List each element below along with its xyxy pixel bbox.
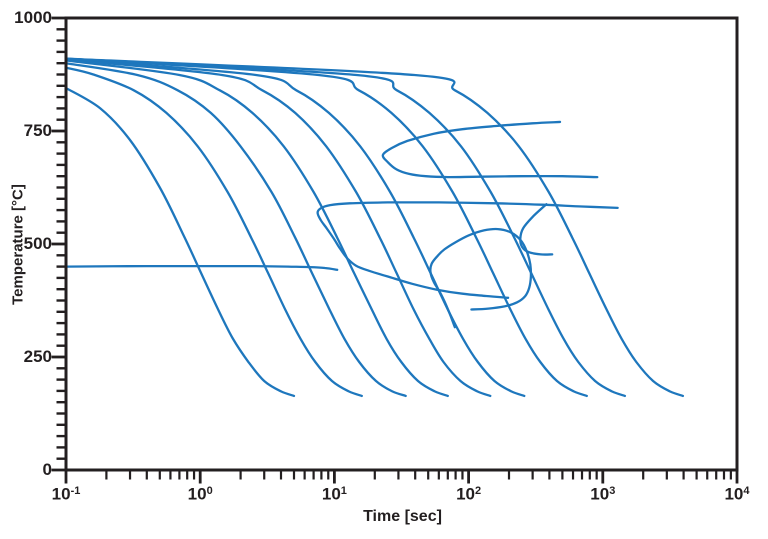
y-tick-label: 500: [23, 234, 52, 253]
cooling-curve-1: [66, 86, 296, 398]
cooling-curve-5: [66, 58, 492, 398]
y-tick-label: 250: [23, 347, 52, 366]
y-tick-label: 0: [42, 460, 52, 479]
cooling-curve-9: [66, 57, 685, 398]
x-tick-label: 104: [724, 484, 750, 504]
pearlite-start-curve: [316, 201, 619, 299]
x-tick-label: 101: [321, 484, 347, 504]
cooling-curve-3: [66, 62, 407, 398]
cooling-curve-4: [66, 59, 449, 398]
x-tick-label: 103: [590, 484, 616, 504]
pearlite-region-boundary: [519, 203, 554, 256]
ferrite-start-curve: [381, 120, 599, 179]
cooling-curve-6: [66, 57, 526, 398]
x-tick-label: 10-1: [51, 484, 81, 504]
cooling-curve-2: [66, 66, 363, 398]
bainite-start-line: [66, 264, 339, 271]
cooling-curve-7: [66, 57, 588, 398]
y-tick-label: 750: [23, 121, 52, 140]
plot-frame: [64, 16, 739, 472]
y-tick-label: 1000: [14, 8, 52, 27]
x-axis-title: Time [sec]: [363, 508, 442, 525]
x-tick-label: 102: [456, 484, 482, 504]
x-tick-label: 100: [187, 484, 213, 504]
cooling-curve-8: [66, 57, 627, 398]
bainite-region-boundary: [429, 227, 533, 329]
